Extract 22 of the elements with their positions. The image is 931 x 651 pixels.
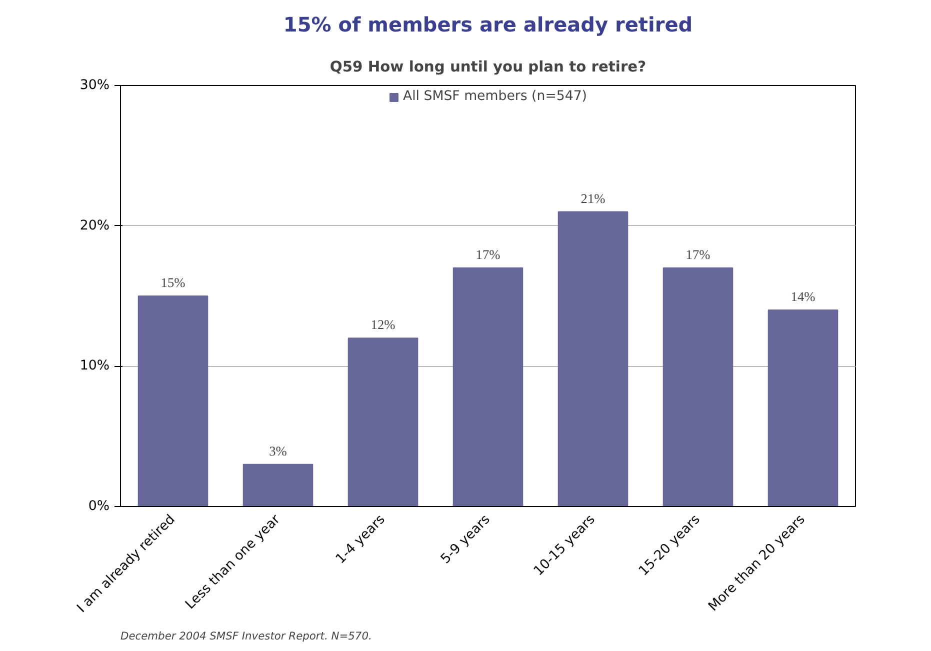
data-label: 17% xyxy=(476,246,500,262)
data-label: 12% xyxy=(370,317,396,332)
y-tick-label: 0% xyxy=(88,499,110,514)
legend-label: All SMSF members (n=547) xyxy=(402,89,588,104)
y-tick-label: 10% xyxy=(80,358,110,374)
data-label: 17% xyxy=(686,246,710,262)
data-label: 21% xyxy=(580,190,606,206)
bar xyxy=(768,310,838,506)
bar xyxy=(662,267,734,506)
data-label: 3% xyxy=(269,443,287,458)
text: December 2004 SMSF Investor Report. N=570. xyxy=(120,630,372,642)
data-label: 14% xyxy=(790,289,816,304)
bar xyxy=(348,338,418,506)
y-tick-label: 20% xyxy=(80,218,110,234)
bar xyxy=(242,464,314,506)
chart-subtitle: Q59 How long until you plan to retire? xyxy=(330,58,646,76)
data-label: 15% xyxy=(160,275,186,290)
bar xyxy=(138,296,208,506)
bar xyxy=(558,211,628,506)
y-tick-label: 30% xyxy=(80,78,110,93)
chart-title: 15% of members are already retired xyxy=(283,12,693,36)
bar xyxy=(452,267,524,506)
